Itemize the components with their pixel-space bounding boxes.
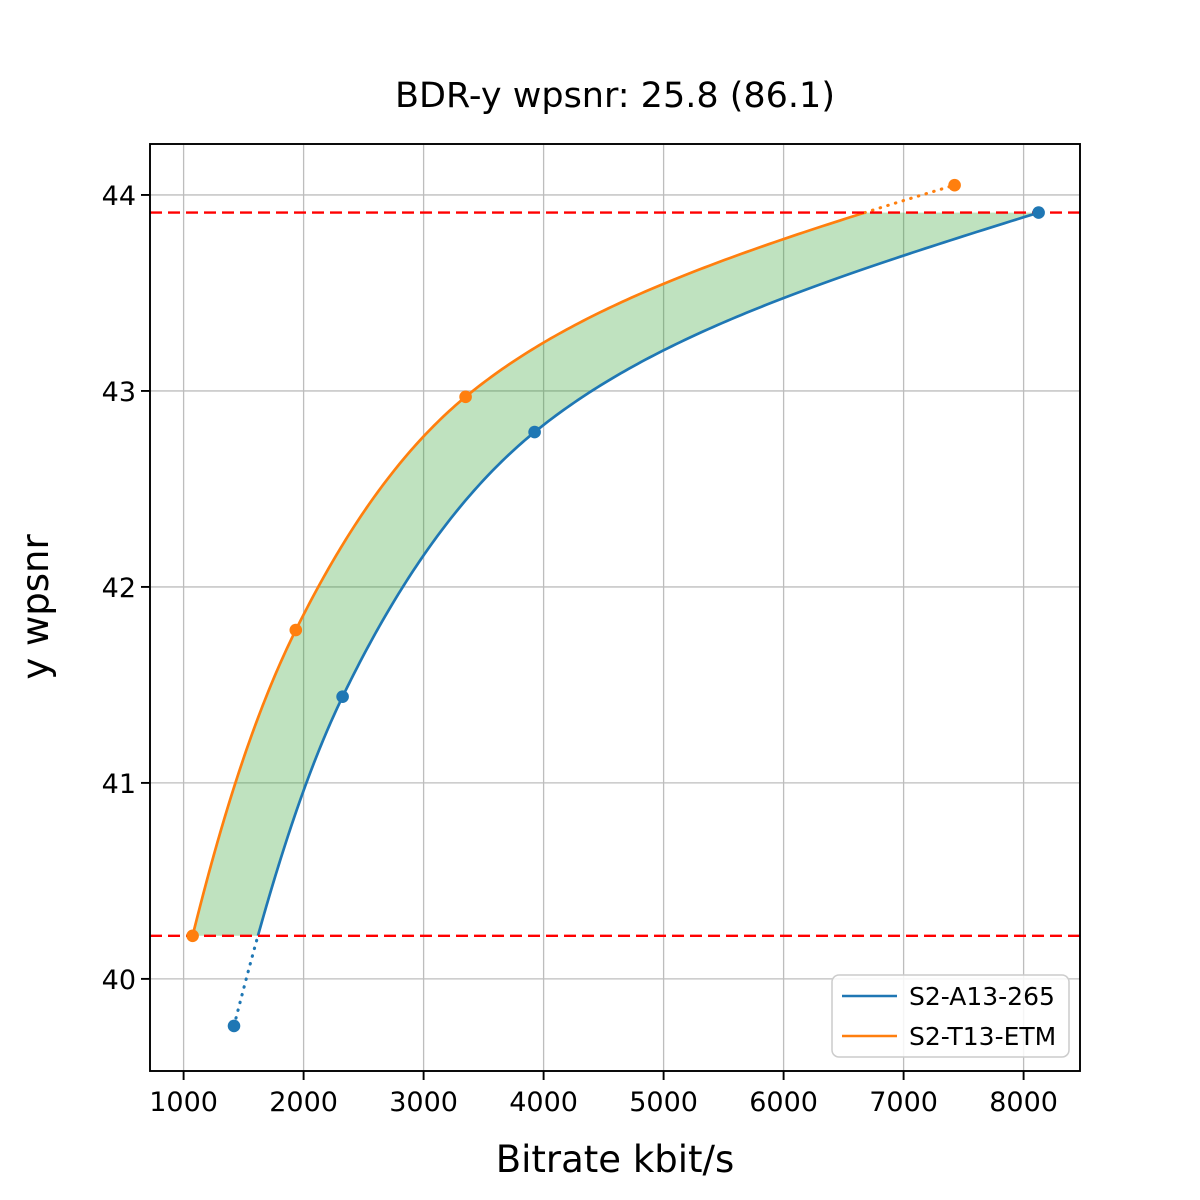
x-tick-label: 1000 [149,1087,218,1118]
curve-s2-t13-etm [191,211,866,937]
curve-s2-t13-etm-extrapolated [863,183,957,215]
y-axis-label: y wpsnr [14,534,57,680]
y-tick-label: 42 [102,573,136,604]
curve-s2-a13-265 [256,211,1039,937]
chart-title: BDR-y wpsnr: 25.8 (86.1) [395,76,835,116]
curve-s2-a13-265-extrapolated [232,934,260,1028]
data-point-s2-a13-265 [227,1019,241,1033]
overlap-bounds-layer [150,211,1080,937]
data-point-s2-t13-etm [948,178,961,192]
ticks-layer: 1000 2000 3000 4000 5000 6000 7000 8000 40 41 42 43… [102,181,1058,1118]
data-point-s2-a13-265 [528,425,541,439]
y-tick-label: 40 [102,965,136,996]
data-point-s2-a13-265 [336,690,349,703]
x-axis-label: Bitrate kbit/s [496,1138,735,1181]
x-tick-label: 8000 [989,1087,1058,1118]
x-tick-label: 6000 [749,1087,818,1118]
x-tick-label: 2000 [269,1087,338,1118]
y-tick-label: 44 [102,181,136,212]
grid-layer [150,144,1080,1071]
plot-frame [149,143,1081,1072]
bd-shaded-area [192,212,1039,936]
y-tick-label: 41 [102,769,136,800]
x-tick-label: 5000 [629,1087,698,1118]
data-point-s2-a13-265 [1032,206,1045,219]
x-tick-label: 3000 [389,1087,458,1118]
data-point-s2-t13-etm [459,390,472,404]
legend-label-s2-a13-265: S2-A13-265 [909,982,1055,1011]
curves-layer [191,183,1039,1028]
bd-area-layer [192,212,1039,936]
x-tick-label: 7000 [869,1087,938,1118]
data-point-s2-t13-etm [289,623,303,637]
x-tick-label: 4000 [509,1087,578,1118]
markers-layer [186,178,1045,1033]
data-point-s2-t13-etm [186,929,199,943]
y-tick-label: 43 [102,377,136,408]
legend-label-s2-t13-etm: S2-T13-ETM [909,1022,1056,1051]
legend[interactable]: S2-A13-265 S2-T13-ETM [831,974,1070,1058]
